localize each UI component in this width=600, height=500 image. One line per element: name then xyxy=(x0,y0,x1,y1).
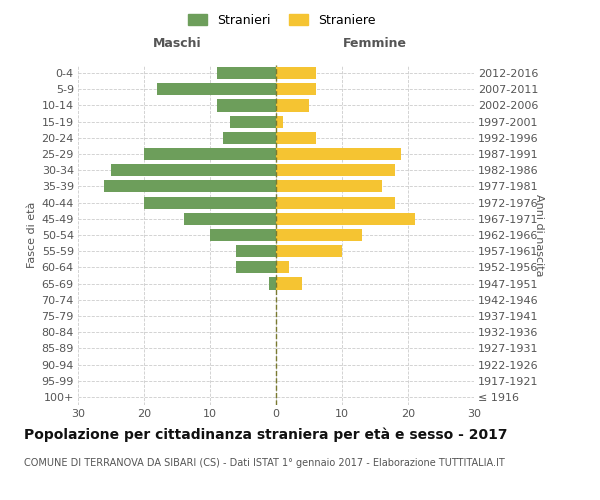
Bar xyxy=(111,164,276,176)
Bar xyxy=(276,100,309,112)
Bar xyxy=(276,116,283,128)
Bar xyxy=(217,67,276,79)
Bar xyxy=(269,278,276,289)
Bar xyxy=(184,212,276,225)
Bar xyxy=(276,132,316,144)
Bar xyxy=(236,262,276,274)
Bar xyxy=(144,148,276,160)
Bar xyxy=(276,180,382,192)
Text: Maschi: Maschi xyxy=(152,37,202,50)
Bar xyxy=(157,83,276,96)
Bar xyxy=(276,148,401,160)
Bar xyxy=(276,83,316,96)
Text: Femmine: Femmine xyxy=(343,37,407,50)
Y-axis label: Fasce di età: Fasce di età xyxy=(27,202,37,268)
Y-axis label: Anni di nascita: Anni di nascita xyxy=(535,194,544,276)
Bar xyxy=(276,245,342,258)
Bar xyxy=(210,229,276,241)
Bar xyxy=(276,212,415,225)
Bar xyxy=(276,262,289,274)
Bar xyxy=(276,164,395,176)
Legend: Stranieri, Straniere: Stranieri, Straniere xyxy=(184,8,380,32)
Bar xyxy=(236,245,276,258)
Bar xyxy=(276,278,302,289)
Bar xyxy=(144,196,276,208)
Bar xyxy=(276,229,362,241)
Bar xyxy=(223,132,276,144)
Bar xyxy=(276,67,316,79)
Bar xyxy=(276,196,395,208)
Bar xyxy=(230,116,276,128)
Text: COMUNE DI TERRANOVA DA SIBARI (CS) - Dati ISTAT 1° gennaio 2017 - Elaborazione T: COMUNE DI TERRANOVA DA SIBARI (CS) - Dat… xyxy=(24,458,505,468)
Bar xyxy=(104,180,276,192)
Text: Popolazione per cittadinanza straniera per età e sesso - 2017: Popolazione per cittadinanza straniera p… xyxy=(24,428,508,442)
Bar xyxy=(217,100,276,112)
